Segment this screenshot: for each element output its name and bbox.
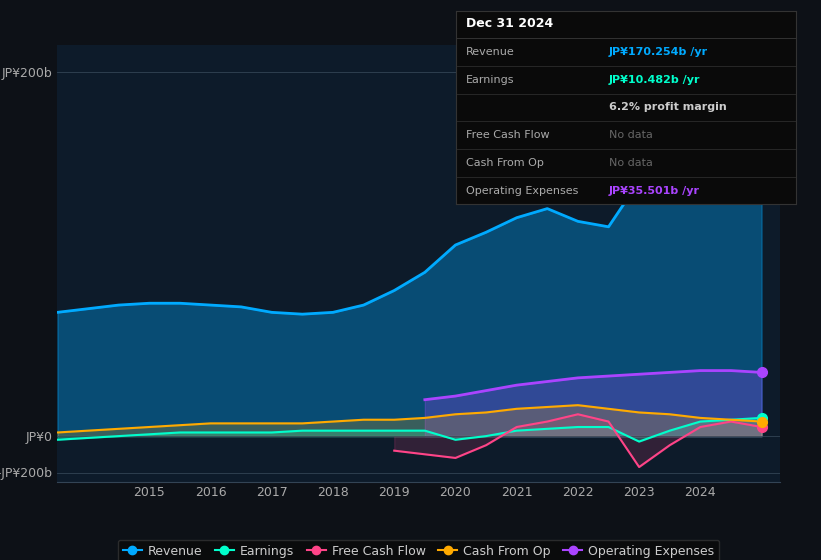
Text: No data: No data — [609, 158, 653, 168]
Text: Operating Expenses: Operating Expenses — [466, 185, 578, 195]
Text: Cash From Op: Cash From Op — [466, 158, 544, 168]
Text: JP¥170.254b /yr: JP¥170.254b /yr — [609, 47, 708, 57]
Text: JP¥10.482b /yr: JP¥10.482b /yr — [609, 75, 700, 85]
Legend: Revenue, Earnings, Free Cash Flow, Cash From Op, Operating Expenses: Revenue, Earnings, Free Cash Flow, Cash … — [118, 540, 719, 560]
Text: JP¥35.501b /yr: JP¥35.501b /yr — [609, 185, 700, 195]
Text: Dec 31 2024: Dec 31 2024 — [466, 17, 553, 30]
Text: Free Cash Flow: Free Cash Flow — [466, 130, 549, 140]
Text: 6.2% profit margin: 6.2% profit margin — [609, 102, 727, 113]
Text: Earnings: Earnings — [466, 75, 515, 85]
Text: Revenue: Revenue — [466, 47, 515, 57]
Text: No data: No data — [609, 130, 653, 140]
